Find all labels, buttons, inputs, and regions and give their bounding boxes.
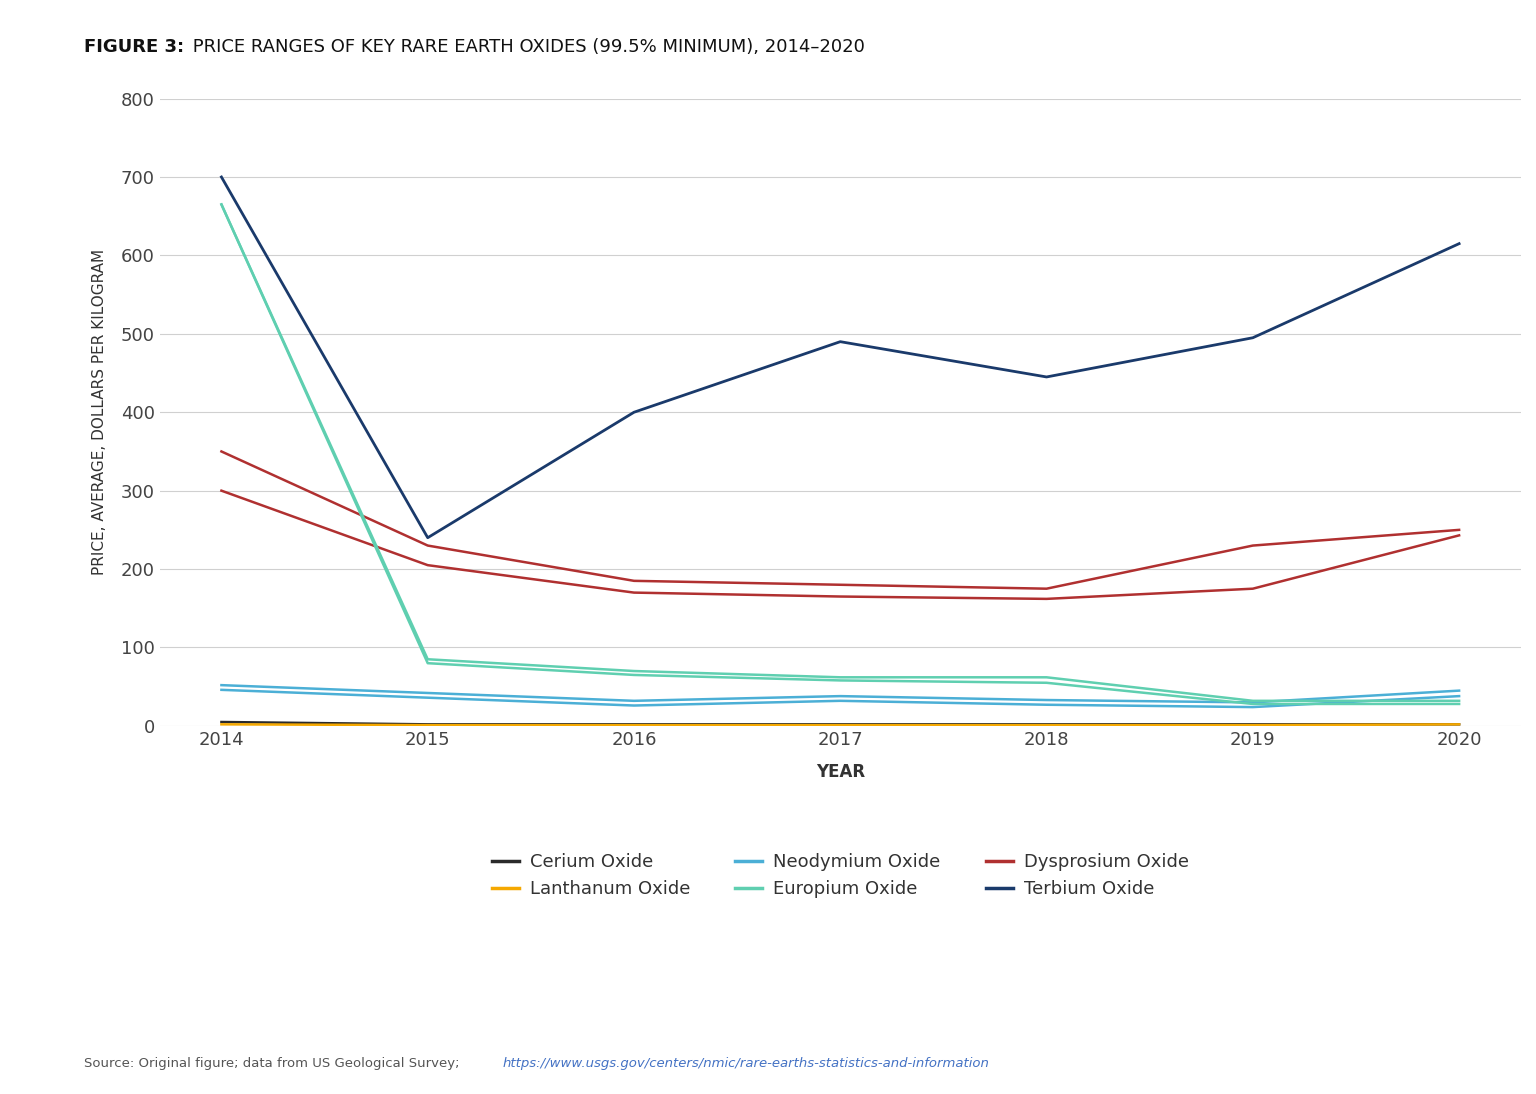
Text: https://www.usgs.gov/centers/nmic/rare-earths-statistics-and-information: https://www.usgs.gov/centers/nmic/rare-e…	[502, 1057, 989, 1070]
Text: PRICE RANGES OF KEY RARE EARTH OXIDES (99.5% MINIMUM), 2014–2020: PRICE RANGES OF KEY RARE EARTH OXIDES (9…	[187, 38, 865, 56]
Text: FIGURE 3:: FIGURE 3:	[84, 38, 184, 56]
Text: Source: Original figure; data from US Geological Survey;: Source: Original figure; data from US Ge…	[84, 1057, 464, 1070]
Legend: Cerium Oxide, Lanthanum Oxide, Neodymium Oxide, Europium Oxide, Dysprosium Oxide: Cerium Oxide, Lanthanum Oxide, Neodymium…	[485, 846, 1197, 905]
X-axis label: YEAR: YEAR	[816, 763, 865, 781]
Y-axis label: PRICE, AVERAGE, DOLLARS PER KILOGRAM: PRICE, AVERAGE, DOLLARS PER KILOGRAM	[92, 249, 108, 575]
